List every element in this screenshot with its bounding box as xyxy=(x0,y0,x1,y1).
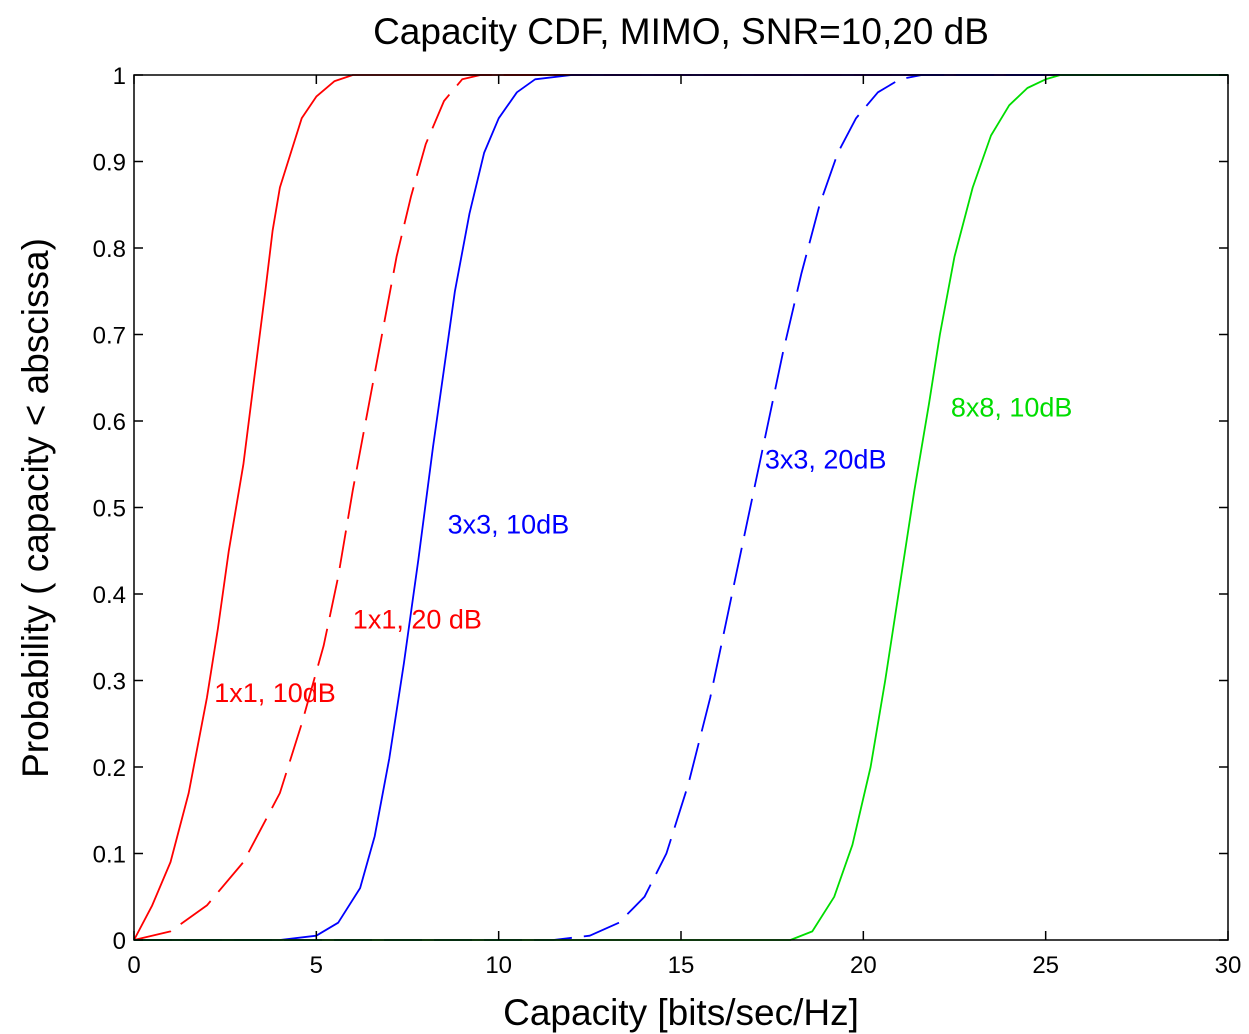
x-tick-label: 20 xyxy=(850,952,877,979)
y-tick-label: 0.1 xyxy=(93,842,126,869)
x-tick-label: 25 xyxy=(1032,952,1059,979)
x-tick-label: 30 xyxy=(1215,952,1242,979)
y-tick-label: 0.6 xyxy=(93,409,126,436)
x-tick-label: 5 xyxy=(310,952,323,979)
x-tick-label: 15 xyxy=(668,952,695,979)
y-tick-label: 1 xyxy=(113,63,126,90)
y-tick-label: 0.3 xyxy=(93,669,126,696)
chart-title: Capacity CDF, MIMO, SNR=10,20 dB xyxy=(373,11,989,52)
annotation-label: 1x1, 20 dB xyxy=(353,605,482,635)
annotation-label: 3x3, 10dB xyxy=(448,509,570,539)
x-tick-label: 0 xyxy=(127,952,140,979)
annotation-label: 1x1, 10dB xyxy=(214,678,336,708)
y-tick-label: 0 xyxy=(113,928,126,955)
y-tick-label: 0.5 xyxy=(93,496,126,523)
y-tick-label: 0.8 xyxy=(93,236,126,263)
y-axis-label: Probability ( capacity < abscissa) xyxy=(15,238,56,778)
y-tick-label: 0.7 xyxy=(93,323,126,350)
annotation-label: 3x3, 20dB xyxy=(765,445,887,475)
y-tick-label: 0.9 xyxy=(93,150,126,177)
annotation-label: 8x8, 10dB xyxy=(951,393,1073,423)
x-tick-label: 10 xyxy=(485,952,512,979)
x-axis-label: Capacity [bits/sec/Hz] xyxy=(503,992,859,1033)
y-tick-label: 0.2 xyxy=(93,755,126,782)
y-tick-label: 0.4 xyxy=(93,582,126,609)
